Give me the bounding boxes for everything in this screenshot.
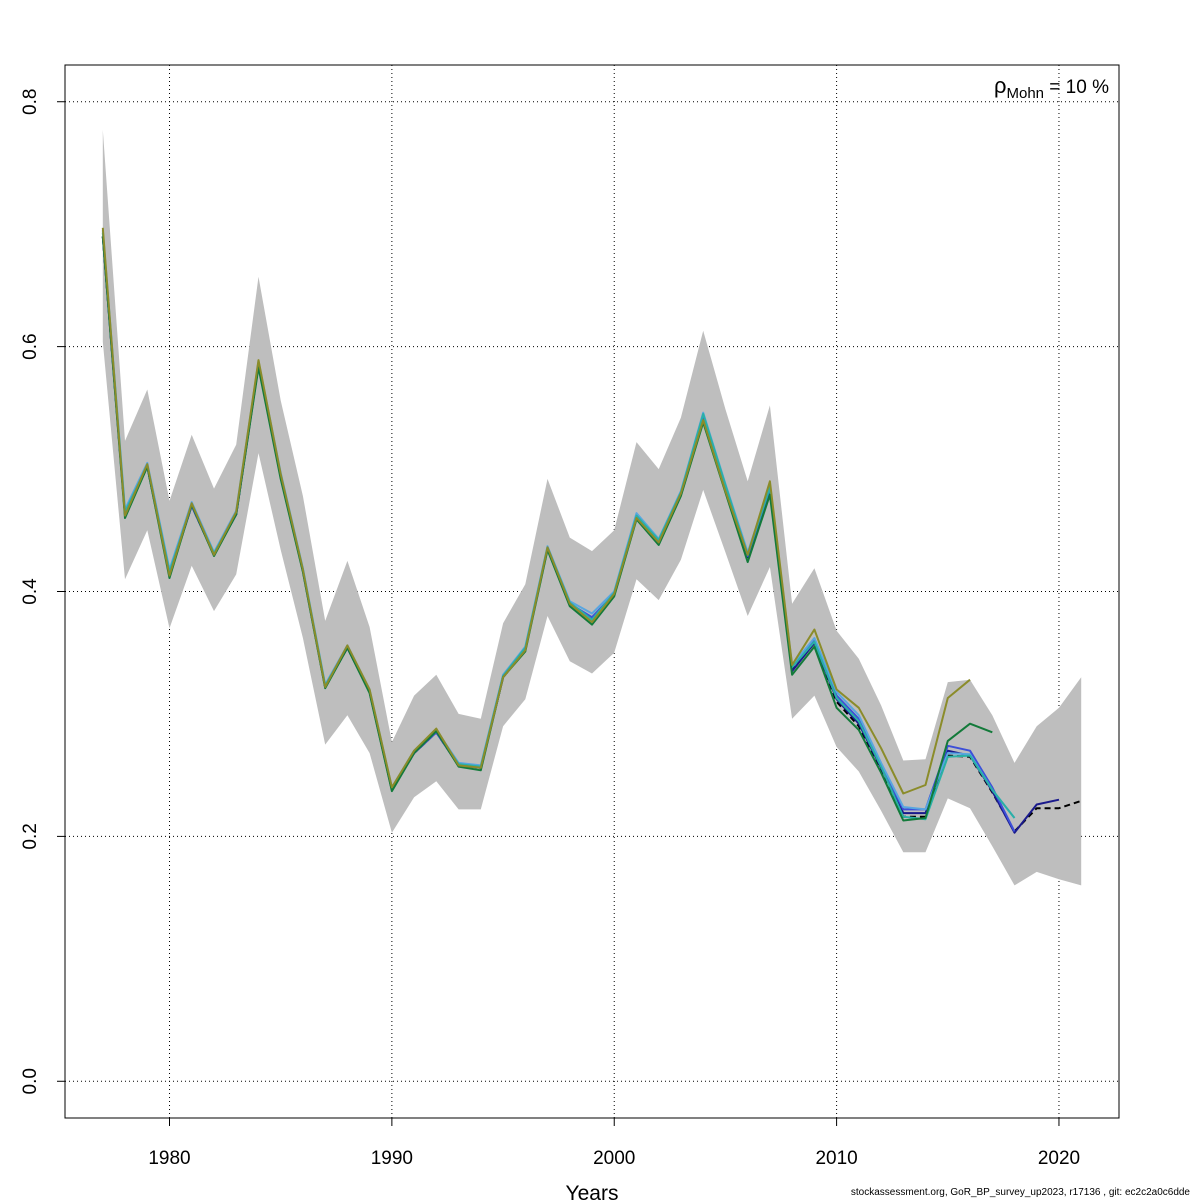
mohn-rho-annotation: ρMohn = 10 % — [994, 73, 1109, 102]
rho-subscript: Mohn — [1007, 85, 1045, 102]
x-tick-label: 2020 — [1038, 1148, 1080, 1169]
y-tick-label: 0.6 — [20, 333, 41, 359]
rho-symbol: ρ — [994, 73, 1007, 98]
confidence-band — [102, 129, 1082, 886]
confidence-band-area — [102, 129, 1082, 886]
x-axis-title: Years — [566, 1182, 619, 1200]
y-tick-label: 0.4 — [20, 578, 41, 605]
footer-credit: stockassessment.org, GoR_BP_survey_up202… — [850, 1187, 1190, 1198]
x-tick-label: 1980 — [148, 1148, 190, 1169]
x-tick-label: 2010 — [815, 1148, 857, 1169]
y-tick-label: 0.2 — [20, 823, 41, 849]
series-lines — [101, 227, 1082, 834]
series-line-7 — [101, 227, 971, 795]
rho-value: = 10 % — [1044, 77, 1109, 98]
axes: 1980 1990 2000 2010 2020 0.0 0.2 0.4 0.6 0.8 — [20, 89, 1080, 1169]
y-tick-label: 0.8 — [20, 89, 41, 115]
y-tick-label: 0.0 — [20, 1068, 41, 1094]
series-line-2 — [101, 236, 1060, 834]
x-tick-label: 1990 — [371, 1148, 413, 1169]
x-tick-label: 2000 — [593, 1148, 635, 1169]
